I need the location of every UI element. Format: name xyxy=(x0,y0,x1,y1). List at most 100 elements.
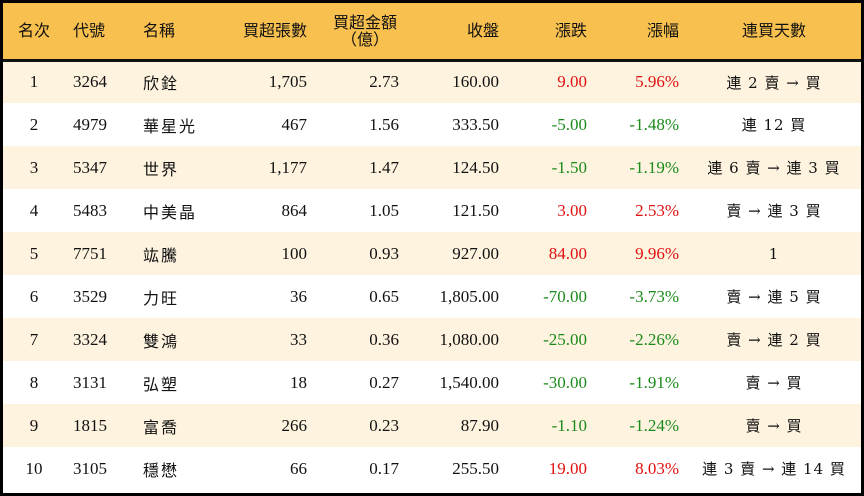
cell-name: 欣銓 xyxy=(143,74,180,94)
cell-net-buy-amount: 1.05 xyxy=(369,200,399,220)
cell-code: 3264 xyxy=(73,72,107,92)
cell-net-buy-lots: 33 xyxy=(290,329,307,349)
header-name: 名稱 xyxy=(143,21,176,41)
table-row: 6 3529 力旺 36 0.65 1,805.00 -70.00 -3.73%… xyxy=(3,275,861,318)
cell-rank: 4 xyxy=(29,200,39,220)
cell-code: 3131 xyxy=(73,372,107,392)
cell-net-buy-amount: 1.47 xyxy=(369,157,399,177)
cell-name: 雙鴻 xyxy=(143,331,180,351)
cell-net-buy-amount: 0.23 xyxy=(369,415,399,435)
cell-net-buy-amount: 0.65 xyxy=(369,286,399,306)
cell-rank: 9 xyxy=(29,415,39,435)
cell-code: 5347 xyxy=(73,157,107,177)
cell-change-pct: -2.26% xyxy=(629,329,679,349)
cell-code: 3529 xyxy=(73,286,107,306)
cell-net-buy-amount: 1.56 xyxy=(369,114,399,134)
header-net-buy-lots: 買超張數 xyxy=(242,21,307,41)
cell-name: 華星光 xyxy=(143,116,198,136)
cell-net-buy-lots: 1,177 xyxy=(268,157,307,177)
cell-streak: 賣 → 買 xyxy=(745,374,803,392)
cell-name: 力旺 xyxy=(143,288,180,308)
header-close: 收盤 xyxy=(466,21,499,41)
cell-change: 9.00 xyxy=(557,72,587,92)
cell-net-buy-lots: 864 xyxy=(281,200,308,220)
cell-streak: 連 2 賣 → 買 xyxy=(726,73,822,92)
table-row: 10 3105 穩懋 66 0.17 255.50 19.00 8.03% 連 … xyxy=(3,447,861,490)
cell-name: 中美晶 xyxy=(143,202,198,222)
table-header-row: 名次 代號 名稱 買超張數 買超金額 （億） 收盤 漲跌 漲幅 連買天數 xyxy=(3,3,861,60)
cell-close: 927.00 xyxy=(452,243,499,263)
cell-net-buy-lots: 1,705 xyxy=(268,72,307,92)
cell-streak: 賣 → 買 xyxy=(745,417,803,435)
cell-rank: 2 xyxy=(29,114,39,134)
cell-net-buy-amount: 0.27 xyxy=(369,372,399,392)
cell-change-pct: 9.96% xyxy=(635,243,679,263)
cell-streak: 1 xyxy=(768,244,780,263)
cell-change: 19.00 xyxy=(548,458,587,478)
cell-close: 255.50 xyxy=(452,458,499,478)
cell-net-buy-amount: 2.73 xyxy=(369,72,399,92)
cell-rank: 8 xyxy=(29,372,39,392)
header-change: 漲跌 xyxy=(554,21,587,41)
cell-rank: 1 xyxy=(29,72,39,92)
table-row: 7 3324 雙鴻 33 0.36 1,080.00 -25.00 -2.26%… xyxy=(3,318,861,361)
cell-close: 124.50 xyxy=(452,157,499,177)
cell-close: 160.00 xyxy=(452,72,499,92)
cell-change-pct: -1.91% xyxy=(629,372,679,392)
header-net-buy-amount: 買超金額 （億） xyxy=(315,3,415,60)
cell-change-pct: -3.73% xyxy=(629,286,679,306)
header-rank: 名次 xyxy=(17,21,50,41)
cell-close: 1,080.00 xyxy=(439,329,500,349)
cell-change: 84.00 xyxy=(548,243,587,263)
cell-streak: 賣 → 連 3 買 xyxy=(726,202,822,220)
cell-change: -70.00 xyxy=(543,286,587,306)
net-buy-ranking-table: 名次 代號 名稱 買超張數 買超金額 （億） 收盤 漲跌 漲幅 連買天數 1 3… xyxy=(3,3,861,490)
table-row: 9 1815 富喬 266 0.23 87.90 -1.10 -1.24% 賣 … xyxy=(3,404,861,447)
cell-change-pct: -1.19% xyxy=(629,157,679,177)
cell-change-pct: 2.53% xyxy=(635,200,679,220)
cell-change: -5.00 xyxy=(551,114,587,134)
cell-net-buy-lots: 266 xyxy=(281,415,308,435)
cell-change: 3.00 xyxy=(557,200,587,220)
cell-name: 竑騰 xyxy=(143,245,180,265)
cell-net-buy-lots: 100 xyxy=(281,243,308,263)
cell-name: 穩懋 xyxy=(143,460,180,480)
cell-close: 333.50 xyxy=(452,114,499,134)
cell-change-pct: -1.48% xyxy=(629,114,679,134)
cell-close: 1,805.00 xyxy=(439,286,500,306)
cell-change: -25.00 xyxy=(543,329,587,349)
table-row: 5 7751 竑騰 100 0.93 927.00 84.00 9.96% 1 xyxy=(3,232,861,275)
cell-code: 7751 xyxy=(73,243,107,263)
table-row: 3 5347 世界 1,177 1.47 124.50 -1.50 -1.19%… xyxy=(3,146,861,189)
cell-streak: 連 6 賣 → 連 3 買 xyxy=(707,159,841,177)
cell-net-buy-lots: 18 xyxy=(290,372,307,392)
cell-close: 87.90 xyxy=(460,415,499,435)
cell-code: 5483 xyxy=(73,200,107,220)
cell-rank: 5 xyxy=(29,243,39,263)
header-change-pct: 漲幅 xyxy=(646,21,679,41)
cell-net-buy-lots: 36 xyxy=(290,286,307,306)
cell-streak: 連 12 買 xyxy=(741,116,807,134)
cell-net-buy-lots: 467 xyxy=(281,114,308,134)
cell-code: 1815 xyxy=(73,415,107,435)
cell-close: 1,540.00 xyxy=(439,372,500,392)
cell-streak: 連 3 賣 → 連 14 買 xyxy=(702,460,846,478)
cell-streak: 賣 → 連 2 買 xyxy=(726,331,822,349)
cell-rank: 7 xyxy=(29,329,39,349)
cell-rank: 3 xyxy=(29,157,39,177)
cell-rank: 6 xyxy=(29,286,39,306)
cell-change: -30.00 xyxy=(543,372,587,392)
header-net-buy-amount-line2: （億） xyxy=(340,29,389,49)
cell-rank: 10 xyxy=(25,458,43,478)
table-row: 4 5483 中美晶 864 1.05 121.50 3.00 2.53% 賣 … xyxy=(3,189,861,232)
header-streak: 連買天數 xyxy=(741,21,806,41)
cell-name: 世界 xyxy=(143,159,180,179)
table-row: 1 3264 欣銓 1,705 2.73 160.00 9.00 5.96% 連… xyxy=(3,60,861,103)
cell-code: 3105 xyxy=(73,458,107,478)
cell-change: -1.50 xyxy=(551,157,587,177)
table-row: 8 3131 弘塑 18 0.27 1,540.00 -30.00 -1.91%… xyxy=(3,361,861,404)
cell-name: 富喬 xyxy=(143,417,180,437)
header-net-buy-amount-line1: 買超金額 xyxy=(332,12,397,32)
cell-code: 4979 xyxy=(73,114,107,134)
